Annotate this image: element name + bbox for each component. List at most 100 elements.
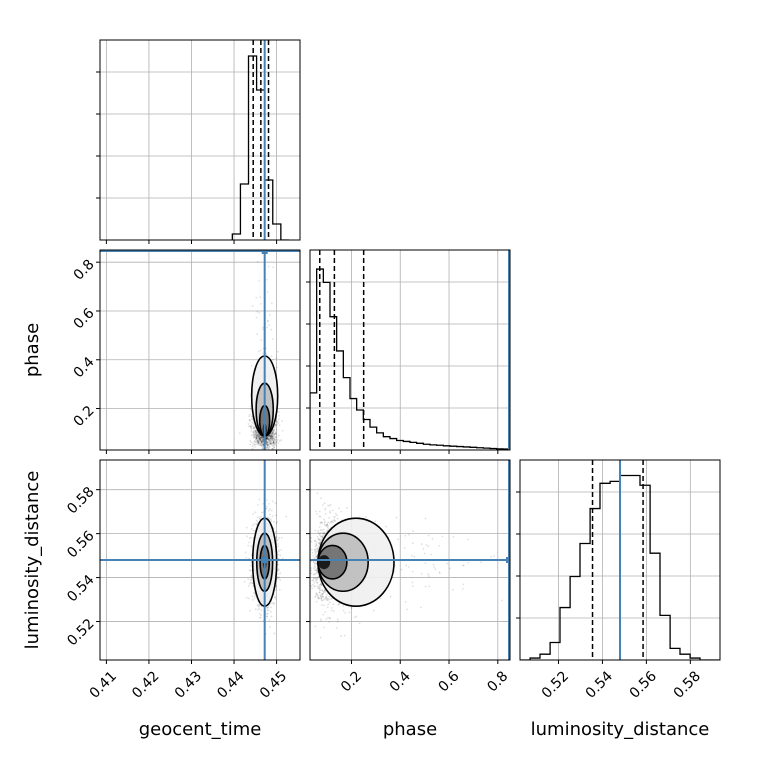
histogram-body <box>310 250 510 450</box>
scatter-point <box>318 538 320 541</box>
scatter-point <box>249 609 251 612</box>
scatter-point <box>256 434 259 437</box>
scatter-point <box>270 434 273 437</box>
scatter-point <box>315 593 318 595</box>
scatter-point <box>268 435 271 438</box>
scatter-point <box>274 596 276 599</box>
scatter-point <box>270 509 273 512</box>
scatter-point <box>270 432 273 435</box>
scatter-point <box>258 437 261 440</box>
scatter-point <box>253 426 256 428</box>
scatter-point <box>320 535 323 538</box>
scatter-point <box>312 554 315 557</box>
scatter-point <box>269 518 272 521</box>
scatter-point <box>261 437 264 440</box>
scatter-point <box>258 440 261 443</box>
scatter-point <box>252 431 255 434</box>
scatter-point <box>257 606 260 608</box>
scatter-point <box>314 549 316 552</box>
scatter-point <box>250 579 253 582</box>
scatter-point <box>268 441 271 444</box>
scatter-point <box>268 437 271 440</box>
scatter-point <box>322 613 325 616</box>
scatter-point <box>327 527 330 530</box>
scatter-point <box>276 521 278 523</box>
scatter-point <box>320 539 323 542</box>
scatter-point <box>271 434 273 437</box>
scatter-point <box>315 577 318 580</box>
scatter-point <box>250 434 253 437</box>
scatter-point <box>271 500 274 503</box>
scatter-point <box>326 606 329 609</box>
scatter-point <box>260 441 263 444</box>
scatter-point <box>250 429 252 432</box>
scatter-point <box>271 447 273 450</box>
scatter-point <box>270 435 273 438</box>
scatter-point <box>316 578 319 581</box>
scatter-point <box>256 436 259 438</box>
scatter-point <box>313 581 316 584</box>
scatter-point <box>327 521 330 524</box>
scatter-point <box>251 524 254 527</box>
scatter-point <box>320 521 323 524</box>
scatter-point <box>255 316 258 319</box>
scatter-point <box>255 443 258 446</box>
scatter-point <box>326 593 328 595</box>
scatter-point <box>430 553 432 556</box>
scatter-point <box>254 608 257 610</box>
scatter-point <box>267 440 270 443</box>
scatter-point <box>278 414 280 417</box>
scatter-point <box>316 571 319 574</box>
scatter-point <box>272 441 275 444</box>
y-axis-label-luminosity_distance: luminosity_distance <box>22 471 43 650</box>
scatter-point <box>326 523 329 526</box>
scatter-point <box>260 437 263 439</box>
scatter-point <box>271 432 274 434</box>
scatter-point <box>270 437 273 440</box>
scatter-point <box>411 585 414 588</box>
scatter-point <box>268 441 271 444</box>
panel-geocent_time-histogram <box>96 39 301 244</box>
scatter-point <box>285 515 288 518</box>
scatter-point <box>261 447 264 450</box>
scatter-point <box>312 579 315 582</box>
scatter-point <box>273 444 276 447</box>
scatter-point <box>427 575 430 577</box>
scatter-point <box>276 539 279 541</box>
scatter-point <box>313 562 316 565</box>
scatter-point <box>255 231 257 233</box>
scatter-point <box>329 617 332 620</box>
x-axis-label-geocent_time: geocent_time <box>139 719 262 740</box>
scatter-point <box>255 435 258 438</box>
x-tick-label: 0.56 <box>627 668 660 701</box>
scatter-point <box>315 563 318 565</box>
scatter-point <box>325 524 328 527</box>
panel-geocent_time-vs-luminosity_distance: 0.41 0.42 0.43 0.44 0.45 0.52 0.54 0.56 0.58 <box>64 459 301 702</box>
scatter-point <box>267 438 270 441</box>
scatter-point <box>257 438 260 441</box>
scatter-point <box>253 435 256 438</box>
scatter-point <box>256 440 259 442</box>
scatter-point <box>314 540 316 542</box>
scatter-point <box>261 511 263 514</box>
scatter-point <box>273 442 275 444</box>
scatter-point <box>317 542 320 544</box>
scatter-point <box>266 612 269 615</box>
scatter-point <box>313 548 316 551</box>
scatter-point <box>271 438 274 441</box>
scatter-point <box>254 446 256 448</box>
scatter-point <box>350 607 353 609</box>
scatter-point <box>272 440 275 443</box>
scatter-point <box>274 423 277 426</box>
scatter-point <box>268 324 271 327</box>
scatter-point <box>269 435 272 438</box>
panel-frame <box>519 459 721 661</box>
scatter-point <box>270 328 273 331</box>
scatter-point <box>324 591 327 593</box>
scatter-point <box>247 597 250 600</box>
scatter-point <box>266 446 269 449</box>
truth-marker <box>261 557 268 563</box>
scatter-point <box>255 435 258 438</box>
scatter-point <box>251 418 253 420</box>
